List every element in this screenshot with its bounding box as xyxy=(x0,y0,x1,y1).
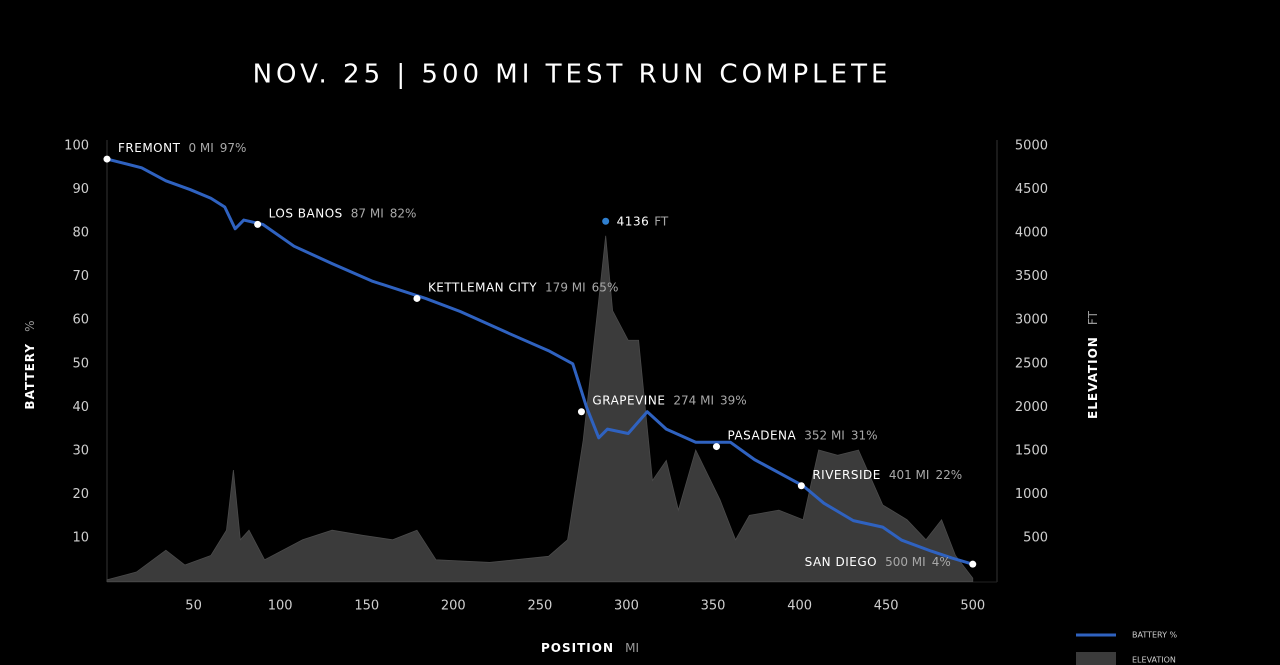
milestone-battery: 65% xyxy=(592,280,619,294)
milestone-distance: 274 MI xyxy=(673,393,714,407)
y2-tick-label: 3000 xyxy=(1015,313,1048,328)
y-tick-label: 20 xyxy=(72,487,89,502)
peak-value: 4136 xyxy=(617,214,650,228)
x-axis-unit: MI xyxy=(625,641,639,655)
y2-tick-label: 4500 xyxy=(1015,182,1048,197)
milestone-marker xyxy=(712,443,720,451)
milestone-label: FREMONT 0 MI 97% xyxy=(118,141,246,155)
y-axis-unit: % xyxy=(23,320,37,331)
y2-axis-title: ELEVATION FT xyxy=(1083,310,1102,419)
x-tick-label: 500 xyxy=(960,599,985,614)
x-tick-label: 100 xyxy=(268,599,293,614)
milestone-label: RIVERSIDE 401 MI 22% xyxy=(812,467,962,481)
elevation-area xyxy=(106,235,974,582)
milestone-marker xyxy=(254,220,262,228)
milestone-name: SAN DIEGO xyxy=(805,555,877,569)
y-tick-label: 40 xyxy=(72,400,89,415)
y2-tick-label: 500 xyxy=(1023,531,1048,546)
x-tick-label: 250 xyxy=(527,599,552,614)
y2-tick-label: 2500 xyxy=(1015,356,1048,371)
milestone-distance: 352 MI xyxy=(804,428,845,442)
y2-tick-label: 1500 xyxy=(1015,443,1048,458)
milestone-name: GRAPEVINE xyxy=(592,393,665,407)
y2-tick-label: 4000 xyxy=(1015,226,1048,241)
y-axis-label: BATTERY xyxy=(23,343,37,410)
milestone-distance: 500 MI xyxy=(885,555,926,569)
battery-line xyxy=(106,157,974,566)
legend-label: BATTERY % xyxy=(1132,631,1178,640)
x-tick-label: 450 xyxy=(874,599,899,614)
milestone-label: KETTLEMAN CITY 179 MI 65% xyxy=(428,280,618,294)
x-tick-label: 200 xyxy=(441,599,466,614)
y2-tick-label: 1000 xyxy=(1015,487,1048,502)
y-tick-label: 90 xyxy=(72,182,89,197)
y2-axis-unit: FT xyxy=(1086,310,1100,325)
y-tick-label: 100 xyxy=(64,139,89,154)
y-tick-label: 50 xyxy=(72,356,89,371)
y2-tick-label: 3500 xyxy=(1015,269,1048,284)
x-tick-label: 300 xyxy=(614,599,639,614)
y-axis-title: BATTERY % xyxy=(20,320,39,409)
y-tick-label: 30 xyxy=(72,443,89,458)
milestone-battery: 82% xyxy=(390,206,417,220)
milestone-battery: 31% xyxy=(851,428,878,442)
milestone-distance: 401 MI xyxy=(889,467,930,481)
milestone-marker xyxy=(969,560,977,568)
legend-label: ELEVATION xyxy=(1132,656,1176,665)
peak-label: 4136 FT xyxy=(617,214,669,228)
milestone-label: SAN DIEGO 500 MI 4% xyxy=(805,555,951,569)
milestone-battery: 97% xyxy=(220,141,247,155)
y-tick-label: 10 xyxy=(72,531,89,546)
x-tick-label: 350 xyxy=(701,599,726,614)
milestone-distance: 87 MI xyxy=(351,206,384,220)
x-tick-label: 150 xyxy=(354,599,379,614)
milestone-label: GRAPEVINE 274 MI 39% xyxy=(592,393,746,407)
milestone-distance: 179 MI xyxy=(545,280,586,294)
x-axis-title: POSITION MI xyxy=(541,638,639,657)
milestone-marker xyxy=(577,408,585,416)
milestone-marker xyxy=(797,482,805,490)
milestone-battery: 4% xyxy=(932,555,951,569)
milestone-name: KETTLEMAN CITY xyxy=(428,280,537,294)
x-tick-label: 50 xyxy=(185,599,202,614)
milestone-label: PASADENA 352 MI 31% xyxy=(727,428,877,442)
milestone-battery: 39% xyxy=(720,393,747,407)
milestone-name: FREMONT xyxy=(118,141,181,155)
x-tick-label: 400 xyxy=(787,599,812,614)
milestone-name: RIVERSIDE xyxy=(812,467,880,481)
milestone-distance: 0 MI xyxy=(188,141,213,155)
x-axis-label: POSITION xyxy=(541,641,614,655)
milestone-label: LOS BANOS 87 MI 82% xyxy=(269,206,417,220)
y-tick-label: 80 xyxy=(72,226,89,241)
milestone-battery: 22% xyxy=(935,467,962,481)
y-tick-label: 70 xyxy=(72,269,89,284)
milestone-marker xyxy=(413,294,421,302)
milestone-name: LOS BANOS xyxy=(269,206,343,220)
peak-unit: FT xyxy=(654,214,669,228)
y2-axis-label: ELEVATION xyxy=(1086,336,1100,419)
peak-marker xyxy=(602,217,610,225)
milestone-marker xyxy=(103,155,111,163)
chart-title: NOV. 25 | 500 MI TEST RUN COMPLETE xyxy=(253,60,892,90)
legend-swatch xyxy=(1076,652,1116,665)
y2-tick-label: 5000 xyxy=(1015,139,1048,154)
milestone-name: PASADENA xyxy=(727,428,796,442)
y2-tick-label: 2000 xyxy=(1015,400,1048,415)
y-tick-label: 60 xyxy=(72,313,89,328)
